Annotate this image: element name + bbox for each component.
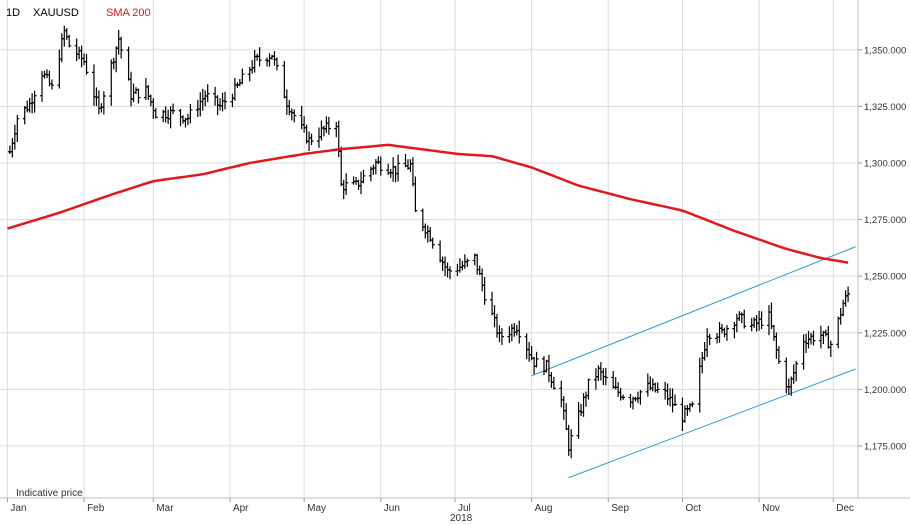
x-tick-label: Nov: [762, 503, 780, 514]
y-tick-label: 1,300.000: [864, 158, 906, 169]
y-tick-label: 1,225.000: [864, 328, 906, 339]
price-bar: [326, 116, 331, 135]
price-bar: [136, 88, 141, 104]
price-bar: [119, 36, 124, 59]
trend-channel-upper-line: [531, 246, 856, 377]
price-bar: [15, 115, 20, 143]
price-bar: [638, 389, 643, 405]
price-bar: [724, 325, 729, 341]
price-bar: [828, 340, 833, 358]
sma-indicator-label: SMA 200: [106, 7, 151, 19]
x-tick-label: May: [307, 503, 326, 514]
price-bar: [534, 351, 539, 368]
price-bar: [205, 84, 210, 103]
price-bar: [776, 346, 781, 364]
x-tick-label: Apr: [233, 503, 249, 514]
price-bar: [413, 176, 418, 212]
price-bar: [240, 68, 245, 85]
price-bar: [188, 103, 193, 124]
x-tick-label: Sep: [611, 503, 629, 514]
price-bar: [742, 309, 747, 329]
grid: [0, 0, 858, 498]
price-bars: [7, 25, 851, 459]
price-bar: [673, 394, 678, 406]
price-bar: [846, 286, 851, 302]
price-bar: [465, 258, 470, 267]
x-tick-label: Aug: [535, 503, 553, 514]
x-axis: Jan Feb Mar Apr May Jun Jul Aug Sep Oct Nov Dec: [6, 498, 854, 514]
y-tick-label: 1,275.000: [864, 215, 906, 226]
interval-label: 1D: [6, 7, 20, 19]
price-bar: [223, 91, 228, 110]
price-bar: [448, 266, 453, 280]
price-bar: [430, 237, 435, 249]
price-bar: [621, 394, 626, 400]
y-tick-label: 1,200.000: [864, 385, 906, 396]
symbol-label: XAUUSD: [33, 7, 79, 19]
price-bar: [499, 328, 504, 345]
y-tick-label: 1,250.000: [864, 272, 906, 283]
x-tick-label: Mar: [156, 503, 174, 514]
x-tick-label: Dec: [836, 503, 854, 514]
x-tick-label: Oct: [685, 503, 701, 514]
price-bar: [84, 53, 89, 75]
sma-line-layer: [7, 143, 849, 264]
sma-200-line: [7, 143, 849, 264]
price-bar: [67, 34, 72, 48]
year-label: 2018: [450, 513, 473, 524]
price-bar: [794, 360, 799, 382]
x-tick-label: Jan: [10, 503, 26, 514]
indicative-price-note: Indicative price: [16, 488, 83, 499]
y-axis: 1,175.000 1,200.000 1,225.000 1,250.000 1,27…: [858, 45, 906, 452]
price-bar: [707, 333, 712, 346]
x-tick-label: Jun: [384, 503, 400, 514]
price-bar: [49, 79, 54, 90]
price-bar: [361, 169, 366, 184]
price-bar: [811, 330, 816, 346]
price-bar: [690, 401, 695, 408]
trend-channel-lower-line: [568, 368, 856, 479]
price-bar: [274, 57, 279, 71]
trend-channel: [531, 246, 856, 479]
price-bar: [309, 133, 314, 146]
price-bar: [603, 367, 608, 386]
price-bar: [551, 376, 556, 390]
price-bar: [759, 311, 764, 329]
y-tick-label: 1,175.000: [864, 441, 906, 452]
price-bar: [171, 103, 176, 115]
price-bar: [586, 378, 591, 400]
price-bar: [344, 173, 349, 195]
price-bar: [32, 90, 37, 113]
price-bar: [101, 91, 106, 115]
price-bar: [517, 320, 522, 344]
price-bar: [482, 277, 487, 305]
price-bar: [569, 429, 574, 459]
price-bar: [396, 154, 401, 182]
price-bar: [378, 156, 383, 176]
price-bar: [292, 109, 297, 123]
x-tick-label: Feb: [87, 503, 105, 514]
price-bar: [655, 382, 660, 394]
x-tick-label: Jul: [458, 503, 471, 514]
y-tick-label: 1,325.000: [864, 102, 906, 113]
price-bar: [257, 47, 262, 67]
y-tick-label: 1,350.000: [864, 45, 906, 56]
price-bar: [153, 107, 158, 119]
